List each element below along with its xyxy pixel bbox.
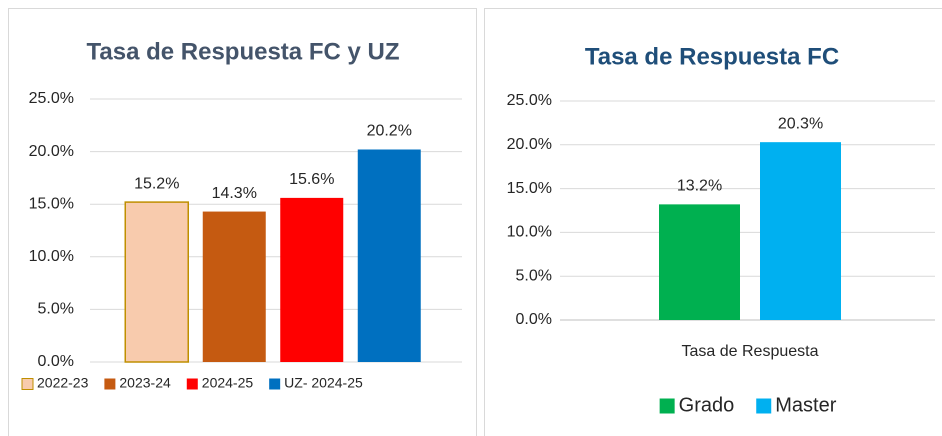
y-tick-label: 15.0% bbox=[29, 195, 74, 212]
legend-label: Grado bbox=[679, 394, 735, 416]
legend-swatch bbox=[756, 398, 772, 414]
legend-label: 2024-25 bbox=[202, 375, 254, 391]
chart-title: Tasa de Respuesta FC y UZ bbox=[87, 38, 400, 65]
bar bbox=[280, 197, 344, 362]
legend-swatch bbox=[104, 378, 116, 390]
y-tick-label: 25.0% bbox=[507, 92, 552, 109]
y-tick-label: 25.0% bbox=[29, 90, 74, 107]
y-tick-label: 10.0% bbox=[29, 248, 74, 265]
data-label: 14.3% bbox=[212, 185, 257, 202]
y-tick-label: 15.0% bbox=[507, 180, 552, 197]
data-label: 15.2% bbox=[134, 175, 179, 192]
legend-swatch bbox=[659, 398, 675, 414]
chart-title: Tasa de Respuesta FC bbox=[585, 43, 839, 70]
data-label: 20.3% bbox=[778, 115, 823, 132]
y-tick-label: 10.0% bbox=[507, 224, 552, 241]
y-tick-label: 0.0% bbox=[516, 311, 552, 328]
legend-label: UZ- 2024-25 bbox=[284, 375, 363, 391]
data-label: 13.2% bbox=[677, 178, 722, 195]
y-tick-label: 20.0% bbox=[507, 136, 552, 153]
legend-swatch bbox=[186, 378, 198, 390]
y-tick-label: 0.0% bbox=[38, 353, 74, 370]
data-label: 20.2% bbox=[367, 123, 412, 140]
bar bbox=[124, 201, 189, 363]
data-label: 15.6% bbox=[289, 171, 334, 188]
y-tick-label: 20.0% bbox=[29, 143, 74, 160]
bar bbox=[659, 204, 740, 320]
x-tick-label: Tasa de Respuesta bbox=[682, 343, 819, 360]
legend-label: 2022-23 bbox=[37, 375, 89, 391]
bar bbox=[202, 211, 266, 362]
legend-swatch bbox=[269, 378, 281, 390]
y-tick-label: 5.0% bbox=[38, 301, 74, 318]
legend-label: Master bbox=[775, 394, 836, 416]
bar bbox=[760, 142, 841, 320]
bar bbox=[357, 149, 421, 362]
legend-label: 2023-24 bbox=[119, 375, 171, 391]
legend-swatch bbox=[21, 378, 34, 390]
panel-border bbox=[8, 8, 477, 436]
panel-border bbox=[484, 8, 942, 436]
y-tick-label: 5.0% bbox=[516, 267, 552, 284]
